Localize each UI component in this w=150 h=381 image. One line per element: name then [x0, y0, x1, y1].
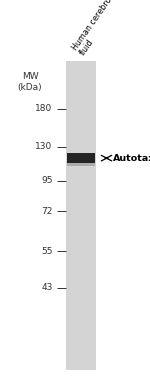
Bar	[67, 163, 95, 166]
Bar	[66, 61, 96, 370]
Text: Autotaxin: Autotaxin	[112, 154, 150, 163]
Text: 95: 95	[41, 176, 52, 186]
Text: Human cerebrospinal
fluid: Human cerebrospinal fluid	[70, 0, 135, 57]
Text: MW
(kDa): MW (kDa)	[18, 72, 42, 91]
Text: 55: 55	[41, 247, 52, 256]
Bar	[67, 153, 95, 163]
Text: 72: 72	[41, 207, 52, 216]
Text: 180: 180	[35, 104, 52, 113]
Text: 43: 43	[41, 283, 52, 292]
Text: 130: 130	[35, 142, 52, 151]
